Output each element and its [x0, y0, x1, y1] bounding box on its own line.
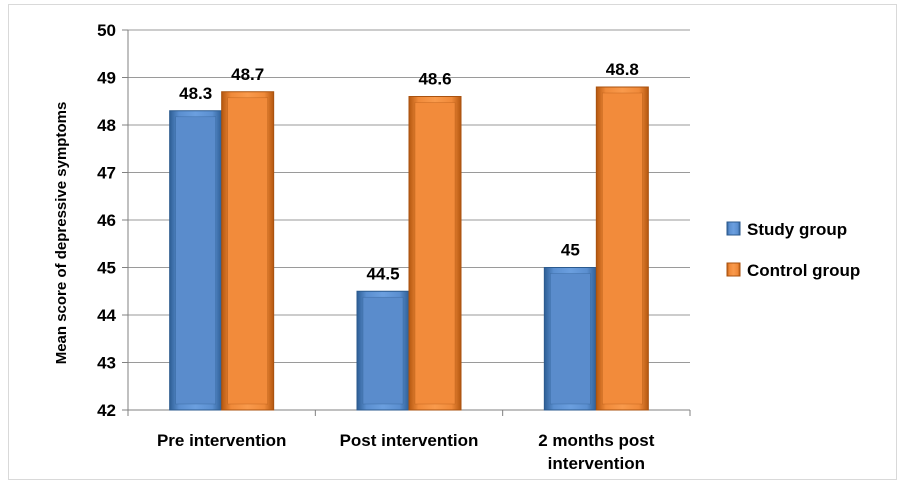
- bar-face: [602, 92, 643, 405]
- bar-face: [175, 116, 216, 405]
- y-tick-label: 43: [97, 354, 116, 373]
- data-label: 48.6: [418, 70, 451, 89]
- y-tick-label: 46: [97, 211, 116, 230]
- y-tick-label: 47: [97, 164, 116, 183]
- legend-swatch: [726, 262, 741, 277]
- x-tick-label: Post intervention: [340, 431, 479, 450]
- y-axis-label: Mean score of depressive symptoms: [53, 102, 70, 365]
- x-tick-label: intervention: [548, 454, 645, 473]
- y-tick-label: 45: [97, 259, 116, 278]
- data-label: 48.8: [606, 60, 639, 79]
- y-tick-label: 42: [97, 401, 116, 420]
- data-label: 48.7: [231, 65, 264, 84]
- legend-label: Study group: [747, 220, 847, 239]
- data-label: 48.3: [179, 84, 212, 103]
- bar-face: [227, 97, 268, 405]
- bars: [169, 86, 649, 411]
- bar-face: [550, 273, 591, 405]
- labels: 48.3 48.7 Pre intervention 44.5 48.6 Post int…: [157, 60, 655, 473]
- y-tick-label: 48: [97, 116, 116, 135]
- legend-swatch: [726, 221, 741, 236]
- data-label: 44.5: [366, 264, 399, 283]
- y-tick-label: 44: [97, 306, 116, 325]
- data-label: 45: [561, 241, 580, 260]
- legend: Study group Control group: [726, 220, 860, 280]
- x-tick-label: Pre intervention: [157, 431, 286, 450]
- x-tick-label: 2 months post: [538, 431, 655, 450]
- bar-face: [362, 296, 404, 405]
- y-tick-label: 50: [97, 21, 116, 40]
- bar-face: [414, 102, 456, 405]
- y-tick-label: 49: [97, 69, 116, 88]
- legend-label: Control group: [747, 261, 860, 280]
